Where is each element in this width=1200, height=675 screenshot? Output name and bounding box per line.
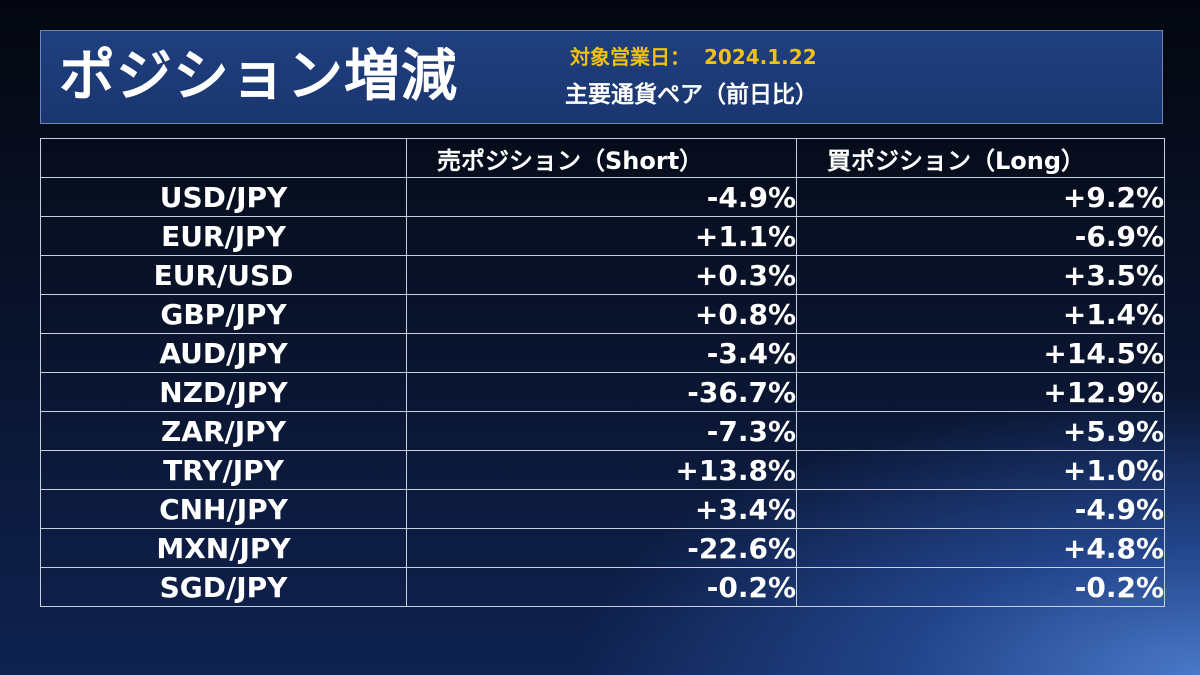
currency-pair-cell: CNH/JPY xyxy=(40,489,407,529)
long-change-cell: -0.2% xyxy=(796,567,1165,607)
position-change-table: 売ポジション（Short） 買ポジション（Long） USD/JPY -4.9%… xyxy=(40,138,1165,607)
currency-pair-cell: AUD/JPY xyxy=(40,333,407,373)
currency-pair-cell: USD/JPY xyxy=(40,177,407,217)
short-change-cell: -4.9% xyxy=(406,177,797,217)
column-header-pair xyxy=(40,138,407,178)
table-row: MXN/JPY -22.6% +4.8% xyxy=(40,528,1165,568)
short-change-cell: -3.4% xyxy=(406,333,797,373)
currency-pair-cell: MXN/JPY xyxy=(40,528,407,568)
currency-pair-cell: NZD/JPY xyxy=(40,372,407,412)
short-change-cell: +3.4% xyxy=(406,489,797,529)
table-row: GBP/JPY +0.8% +1.4% xyxy=(40,294,1165,334)
currency-pair-cell: SGD/JPY xyxy=(40,567,407,607)
long-change-cell: +3.5% xyxy=(796,255,1165,295)
column-header-long: 買ポジション（Long） xyxy=(796,138,1165,178)
page-subtitle: 主要通貨ペア（前日比） xyxy=(565,82,818,108)
business-date-value: 2024.1.22 xyxy=(704,45,817,69)
long-change-cell: -4.9% xyxy=(796,489,1165,529)
table-header-row: 売ポジション（Short） 買ポジション（Long） xyxy=(40,138,1165,178)
long-change-cell: +14.5% xyxy=(796,333,1165,373)
business-date-label: 対象営業日： xyxy=(570,45,690,69)
table-row: USD/JPY -4.9% +9.2% xyxy=(40,177,1165,217)
table-row: ZAR/JPY -7.3% +5.9% xyxy=(40,411,1165,451)
currency-pair-cell: EUR/USD xyxy=(40,255,407,295)
table-body: USD/JPY -4.9% +9.2% EUR/JPY +1.1% -6.9% … xyxy=(40,177,1165,607)
long-change-cell: +4.8% xyxy=(796,528,1165,568)
short-change-cell: -22.6% xyxy=(406,528,797,568)
table-row: EUR/USD +0.3% +3.5% xyxy=(40,255,1165,295)
long-change-cell: -6.9% xyxy=(796,216,1165,256)
table-row: AUD/JPY -3.4% +14.5% xyxy=(40,333,1165,373)
table-row: SGD/JPY -0.2% -0.2% xyxy=(40,567,1165,607)
table-row: CNH/JPY +3.4% -4.9% xyxy=(40,489,1165,529)
currency-pair-cell: GBP/JPY xyxy=(40,294,407,334)
short-change-cell: -0.2% xyxy=(406,567,797,607)
short-change-cell: +0.8% xyxy=(406,294,797,334)
short-change-cell: +1.1% xyxy=(406,216,797,256)
currency-pair-cell: ZAR/JPY xyxy=(40,411,407,451)
short-change-cell: -36.7% xyxy=(406,372,797,412)
currency-pair-cell: TRY/JPY xyxy=(40,450,407,490)
short-change-cell: +13.8% xyxy=(406,450,797,490)
title-banner: ポジション増減 対象営業日： 2024.1.22 主要通貨ペア（前日比） xyxy=(40,30,1163,124)
short-change-cell: +0.3% xyxy=(406,255,797,295)
long-change-cell: +5.9% xyxy=(796,411,1165,451)
long-change-cell: +1.4% xyxy=(796,294,1165,334)
table-row: TRY/JPY +13.8% +1.0% xyxy=(40,450,1165,490)
short-change-cell: -7.3% xyxy=(406,411,797,451)
long-change-cell: +1.0% xyxy=(796,450,1165,490)
table-row: EUR/JPY +1.1% -6.9% xyxy=(40,216,1165,256)
column-header-short: 売ポジション（Short） xyxy=(406,138,797,178)
long-change-cell: +9.2% xyxy=(796,177,1165,217)
table-row: NZD/JPY -36.7% +12.9% xyxy=(40,372,1165,412)
page-title: ポジション増減 xyxy=(59,44,458,109)
business-date: 対象営業日： 2024.1.22 xyxy=(570,41,831,70)
currency-pair-cell: EUR/JPY xyxy=(40,216,407,256)
long-change-cell: +12.9% xyxy=(796,372,1165,412)
